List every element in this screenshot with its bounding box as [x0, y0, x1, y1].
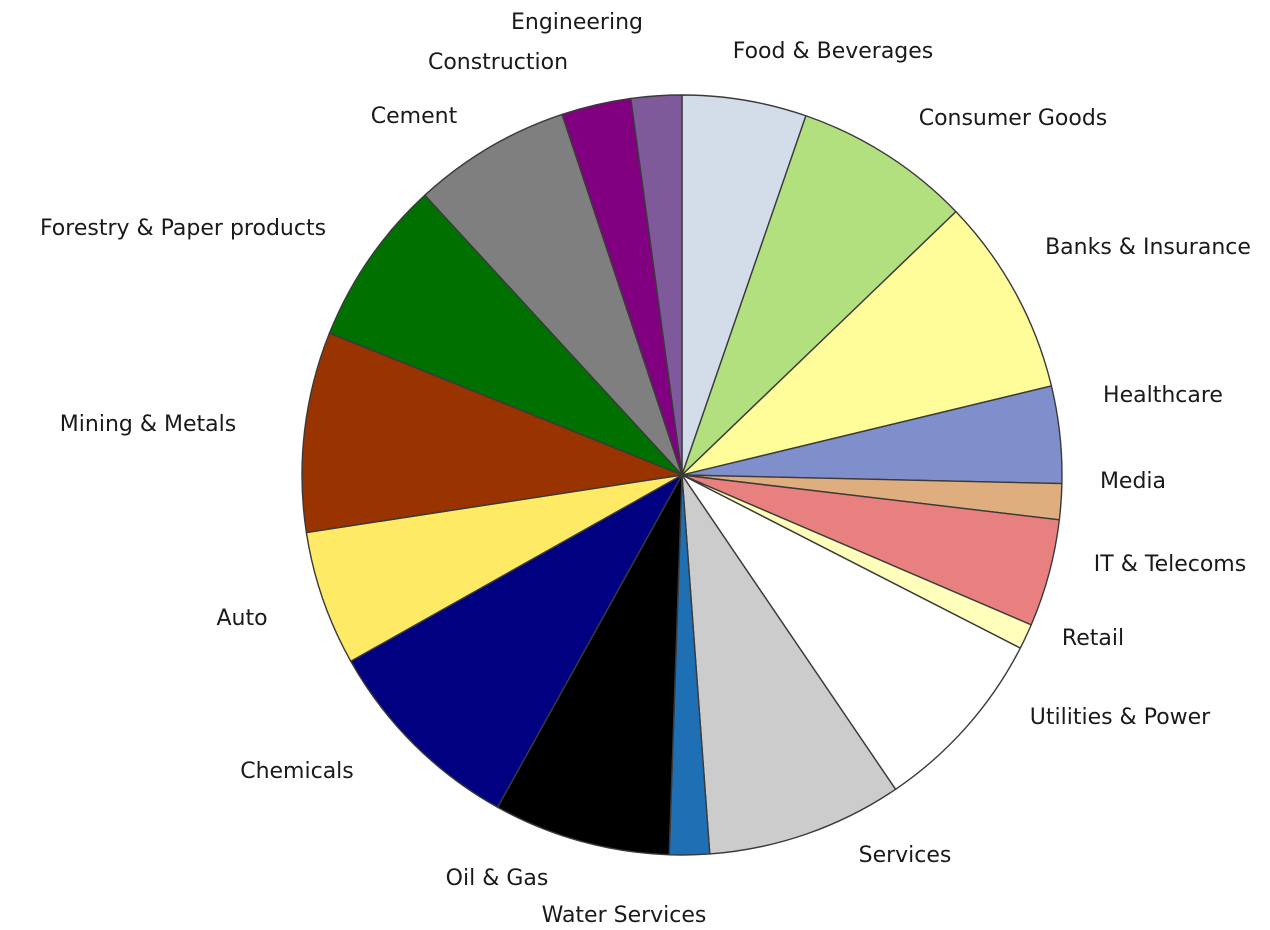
- pie-label-auto: Auto: [216, 606, 267, 631]
- pie-slices: [301, 94, 1063, 856]
- pie-label-utilities-and-power: Utilities & Power: [1030, 705, 1211, 730]
- pie-label-retail: Retail: [1062, 626, 1124, 651]
- pie-slice-mining-and-metals: [301, 332, 683, 534]
- pie-label-media: Media: [1100, 469, 1166, 494]
- pie-label-engineering: Engineering: [511, 10, 643, 35]
- pie-slice-forestry-and-paper-products: [328, 194, 683, 476]
- pie-label-banks-and-insurance: Banks & Insurance: [1045, 235, 1251, 260]
- pie-label-forestry-and-paper-products: Forestry & Paper products: [40, 216, 326, 241]
- pie-label-it-and-telecoms: IT & Telecoms: [1094, 552, 1246, 577]
- pie-label-cement: Cement: [371, 104, 458, 129]
- pie-slice-banks-and-insurance: [681, 210, 1053, 476]
- pie-slice-auto: [305, 474, 683, 662]
- pie-label-services: Services: [859, 843, 952, 868]
- pie-slice-oil-and-gas: [496, 474, 683, 856]
- pie-label-healthcare: Healthcare: [1103, 383, 1223, 408]
- pie-slice-chemicals: [350, 474, 683, 808]
- pie-slice-utilities-and-power: [681, 474, 1021, 791]
- pie-slice-cement: [424, 113, 683, 476]
- pie-label-water-services: Water Services: [542, 903, 707, 928]
- pie-label-mining-and-metals: Mining & Metals: [60, 412, 236, 437]
- pie-labels: Food & Beverages Consumer Goods Banks & In…: [40, 10, 1251, 928]
- pie-label-food-and-beverages: Food & Beverages: [733, 39, 934, 64]
- pie-label-chemicals: Chemicals: [240, 759, 354, 784]
- pie-label-consumer-goods: Consumer Goods: [919, 106, 1108, 131]
- pie-slice-services: [681, 474, 897, 855]
- pie-slice-engineering: [630, 94, 683, 476]
- pie-label-construction: Construction: [428, 50, 568, 75]
- pie-label-oil-and-gas: Oil & Gas: [446, 866, 549, 891]
- pie-slice-consumer-goods: [681, 115, 957, 476]
